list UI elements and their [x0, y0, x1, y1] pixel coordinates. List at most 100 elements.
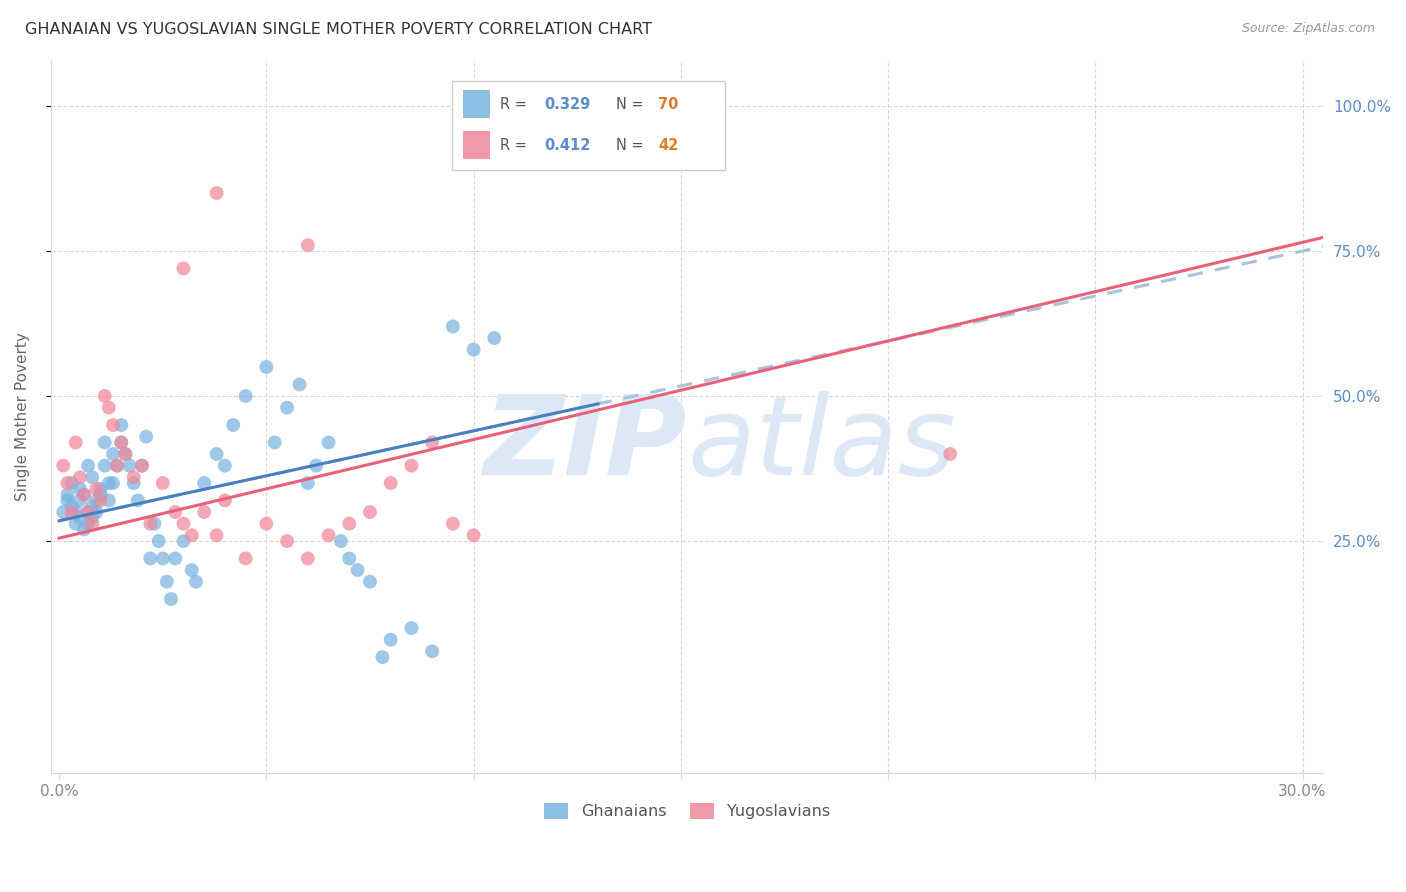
Point	[337, 516, 360, 531]
Point	[172, 516, 194, 531]
Point	[139, 516, 162, 531]
Point	[254, 516, 277, 531]
Point	[110, 435, 132, 450]
Point	[463, 528, 485, 542]
Point	[101, 418, 124, 433]
Point	[235, 389, 257, 403]
Point	[93, 458, 115, 473]
Point	[318, 435, 340, 450]
Point	[93, 435, 115, 450]
Point	[235, 551, 257, 566]
Point	[73, 488, 96, 502]
Point	[86, 505, 108, 519]
Point	[127, 493, 149, 508]
Point	[65, 435, 87, 450]
Point	[305, 458, 328, 473]
Point	[222, 418, 245, 433]
Point	[214, 458, 236, 473]
Text: atlas: atlas	[688, 392, 956, 499]
Point	[359, 505, 381, 519]
Point	[114, 447, 136, 461]
Point	[60, 500, 83, 514]
Point	[359, 574, 381, 589]
Point	[401, 458, 423, 473]
Point	[77, 505, 100, 519]
Point	[148, 534, 170, 549]
Point	[114, 447, 136, 461]
Point	[56, 476, 79, 491]
Point	[371, 650, 394, 665]
Point	[90, 488, 112, 502]
Point	[172, 534, 194, 549]
Point	[135, 430, 157, 444]
Point	[180, 563, 202, 577]
Point	[73, 488, 96, 502]
Point	[122, 470, 145, 484]
Point	[110, 418, 132, 433]
Point	[118, 458, 141, 473]
Point	[69, 511, 91, 525]
Point	[297, 476, 319, 491]
Point	[97, 476, 120, 491]
Point	[139, 551, 162, 566]
Point	[101, 447, 124, 461]
Point	[97, 493, 120, 508]
Point	[77, 505, 100, 519]
Point	[69, 482, 91, 496]
Point	[77, 516, 100, 531]
Point	[330, 534, 353, 549]
Text: Source: ZipAtlas.com: Source: ZipAtlas.com	[1241, 22, 1375, 36]
Point	[82, 511, 104, 525]
Point	[297, 238, 319, 252]
Point	[337, 551, 360, 566]
Point	[52, 458, 75, 473]
Point	[82, 516, 104, 531]
Point	[346, 563, 368, 577]
Point	[276, 401, 298, 415]
Point	[105, 458, 128, 473]
Point	[214, 493, 236, 508]
Point	[82, 500, 104, 514]
Point	[77, 458, 100, 473]
Text: ZIP: ZIP	[484, 392, 688, 499]
Point	[86, 482, 108, 496]
Point	[205, 447, 228, 461]
Point	[69, 493, 91, 508]
Point	[131, 458, 153, 473]
Legend: Ghanaians, Yugoslavians: Ghanaians, Yugoslavians	[537, 797, 837, 826]
Point	[86, 493, 108, 508]
Point	[165, 551, 187, 566]
Point	[90, 482, 112, 496]
Point	[288, 377, 311, 392]
Point	[420, 644, 443, 658]
Point	[60, 476, 83, 491]
Point	[82, 470, 104, 484]
Point	[380, 632, 402, 647]
Point	[60, 505, 83, 519]
Point	[101, 476, 124, 491]
Point	[193, 505, 215, 519]
Point	[318, 528, 340, 542]
Point	[110, 435, 132, 450]
Point	[380, 476, 402, 491]
Point	[205, 528, 228, 542]
Point	[484, 331, 506, 345]
Point	[105, 458, 128, 473]
Point	[93, 389, 115, 403]
Point	[276, 534, 298, 549]
Point	[184, 574, 207, 589]
Point	[205, 186, 228, 200]
Point	[52, 505, 75, 519]
Point	[152, 551, 174, 566]
Point	[122, 476, 145, 491]
Point	[939, 447, 962, 461]
Point	[56, 488, 79, 502]
Point	[193, 476, 215, 491]
Point	[69, 470, 91, 484]
Point	[297, 551, 319, 566]
Point	[463, 343, 485, 357]
Point	[441, 516, 464, 531]
Point	[131, 458, 153, 473]
Point	[165, 505, 187, 519]
Text: GHANAIAN VS YUGOSLAVIAN SINGLE MOTHER POVERTY CORRELATION CHART: GHANAIAN VS YUGOSLAVIAN SINGLE MOTHER PO…	[25, 22, 652, 37]
